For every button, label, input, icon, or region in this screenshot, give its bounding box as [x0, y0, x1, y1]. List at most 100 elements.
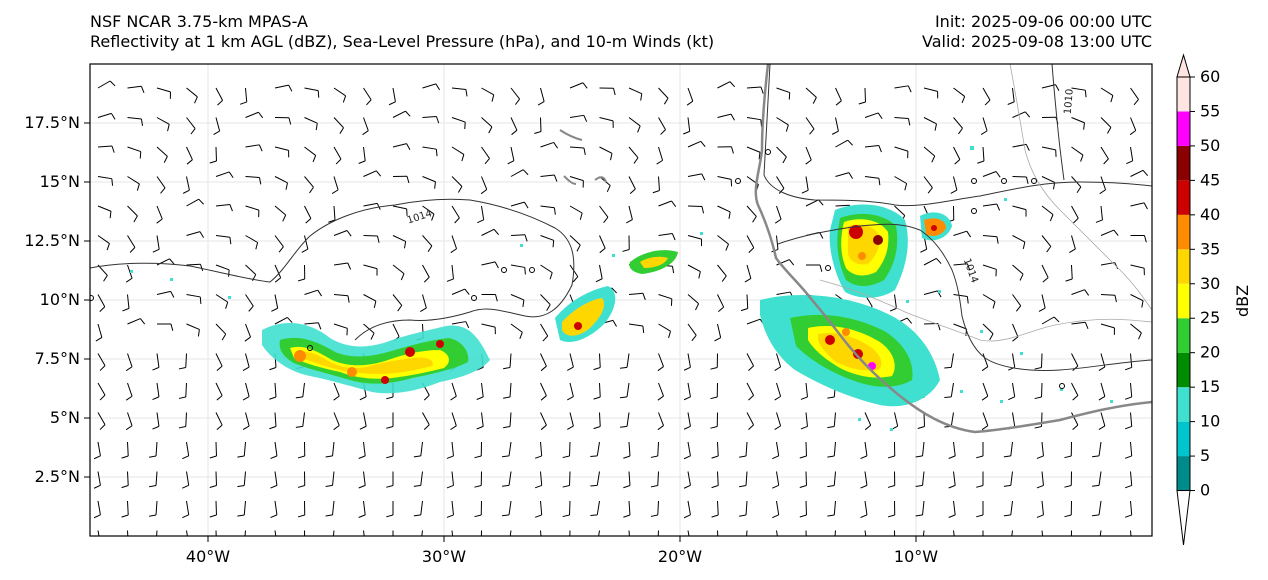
wind-barb — [658, 233, 676, 241]
wind-barb — [1071, 321, 1089, 329]
wind-barb — [776, 146, 787, 164]
wind-barb — [569, 205, 583, 220]
wind-barb — [894, 530, 896, 536]
wind-barb — [923, 117, 937, 131]
wind-barb — [186, 530, 188, 536]
wind-barb — [215, 87, 224, 106]
wind-barb — [717, 81, 736, 89]
wind-barb — [799, 500, 807, 518]
wind-barb — [93, 441, 101, 460]
wind-barb — [593, 412, 601, 430]
wind-barb — [157, 323, 174, 331]
wind-barb — [1100, 294, 1117, 303]
wind-barb — [1003, 500, 1013, 517]
wind-barb — [717, 294, 725, 313]
wind-barb — [626, 205, 633, 224]
wind-barb — [1129, 117, 1137, 136]
wind-barb — [422, 116, 440, 124]
wind-barb — [1071, 87, 1087, 98]
wind-barb — [628, 323, 645, 333]
wind-barb — [717, 205, 731, 219]
wind-barb — [981, 412, 989, 431]
wind-barb — [476, 382, 484, 400]
wind-barb — [620, 382, 630, 399]
wind-barb — [776, 259, 795, 266]
wind-barb — [156, 530, 158, 536]
wind-barb — [271, 294, 279, 312]
wind-barb — [269, 412, 277, 430]
wind-barb — [422, 235, 433, 253]
wind-barb — [1099, 176, 1107, 195]
wind-barb — [333, 146, 342, 165]
wind-barb — [304, 530, 306, 536]
wind-barb — [1064, 471, 1072, 488]
wind-barb — [953, 530, 955, 536]
wind-barb — [359, 412, 367, 430]
wind-barb — [953, 294, 969, 304]
y-tick-label: 17.5°N — [24, 113, 80, 132]
wind-barb — [127, 205, 138, 223]
wind-barb — [864, 530, 867, 536]
x-tick-label: 20°W — [658, 547, 702, 566]
wind-barb — [834, 530, 836, 536]
title-left: NSF NCAR 3.75-km MPAS-A Reflectivity at … — [90, 12, 714, 52]
wind-barb — [710, 353, 718, 370]
wind-barb — [599, 117, 614, 128]
wind-barb — [333, 323, 348, 336]
wind-barb — [363, 323, 375, 340]
wind-barb — [186, 263, 204, 272]
wind-barb — [687, 264, 701, 279]
wind-barb — [540, 205, 556, 215]
wind-barb — [93, 471, 101, 489]
wind-barb — [982, 323, 994, 341]
wind-barb — [948, 471, 956, 489]
wind-barb — [887, 441, 896, 459]
y-axis: 2.5°N 5°N 7.5°N 10°N 12.5°N 15°N 17.5°N — [24, 113, 90, 486]
wind-barb — [363, 170, 382, 177]
wind-barb — [744, 264, 752, 283]
wind-barb — [274, 235, 284, 253]
colorbar-segment — [1177, 111, 1190, 146]
wind-barb — [717, 113, 735, 121]
wind-barb — [567, 353, 574, 371]
wind-barb — [274, 146, 290, 158]
wind-barb — [894, 146, 909, 159]
wind-barb — [889, 294, 897, 312]
colorbar-segment — [1177, 214, 1190, 250]
wind-barb — [1041, 316, 1060, 325]
wind-barb — [451, 321, 470, 329]
wind-barb — [620, 353, 630, 369]
wind-barb — [1070, 530, 1072, 536]
wind-barb — [590, 500, 600, 517]
wind-barb — [534, 500, 543, 518]
wind-barb — [683, 353, 691, 371]
wind-barb — [152, 412, 160, 430]
wind-barb — [739, 500, 748, 517]
wind-barb — [363, 202, 381, 210]
wind-barb — [509, 530, 512, 536]
contour-label: 1010 — [1063, 88, 1076, 114]
colorbar-tick-label: 50 — [1200, 136, 1220, 155]
wind-barb — [386, 501, 394, 518]
wind-barb — [537, 87, 545, 106]
wind-barb — [156, 290, 175, 298]
wind-barb — [413, 441, 423, 458]
colorbar-segment — [1177, 352, 1190, 388]
colorbar-tick-label: 55 — [1200, 101, 1220, 120]
wind-barb — [976, 442, 984, 459]
wind-barb — [540, 141, 559, 149]
wind-barb — [209, 441, 217, 459]
wind-barb — [1041, 530, 1044, 536]
wind-barb — [599, 235, 606, 254]
wind-barb — [656, 146, 664, 165]
wind-barb — [156, 87, 171, 99]
wind-barb — [1124, 441, 1133, 459]
wind-barb — [835, 139, 853, 148]
wind-barb — [481, 117, 493, 134]
wind-barb — [658, 294, 673, 306]
wind-barb — [650, 441, 659, 458]
wind-barb — [413, 500, 423, 517]
wind-barb — [569, 82, 588, 89]
wind-barb — [386, 412, 394, 429]
wind-barb — [917, 412, 925, 430]
